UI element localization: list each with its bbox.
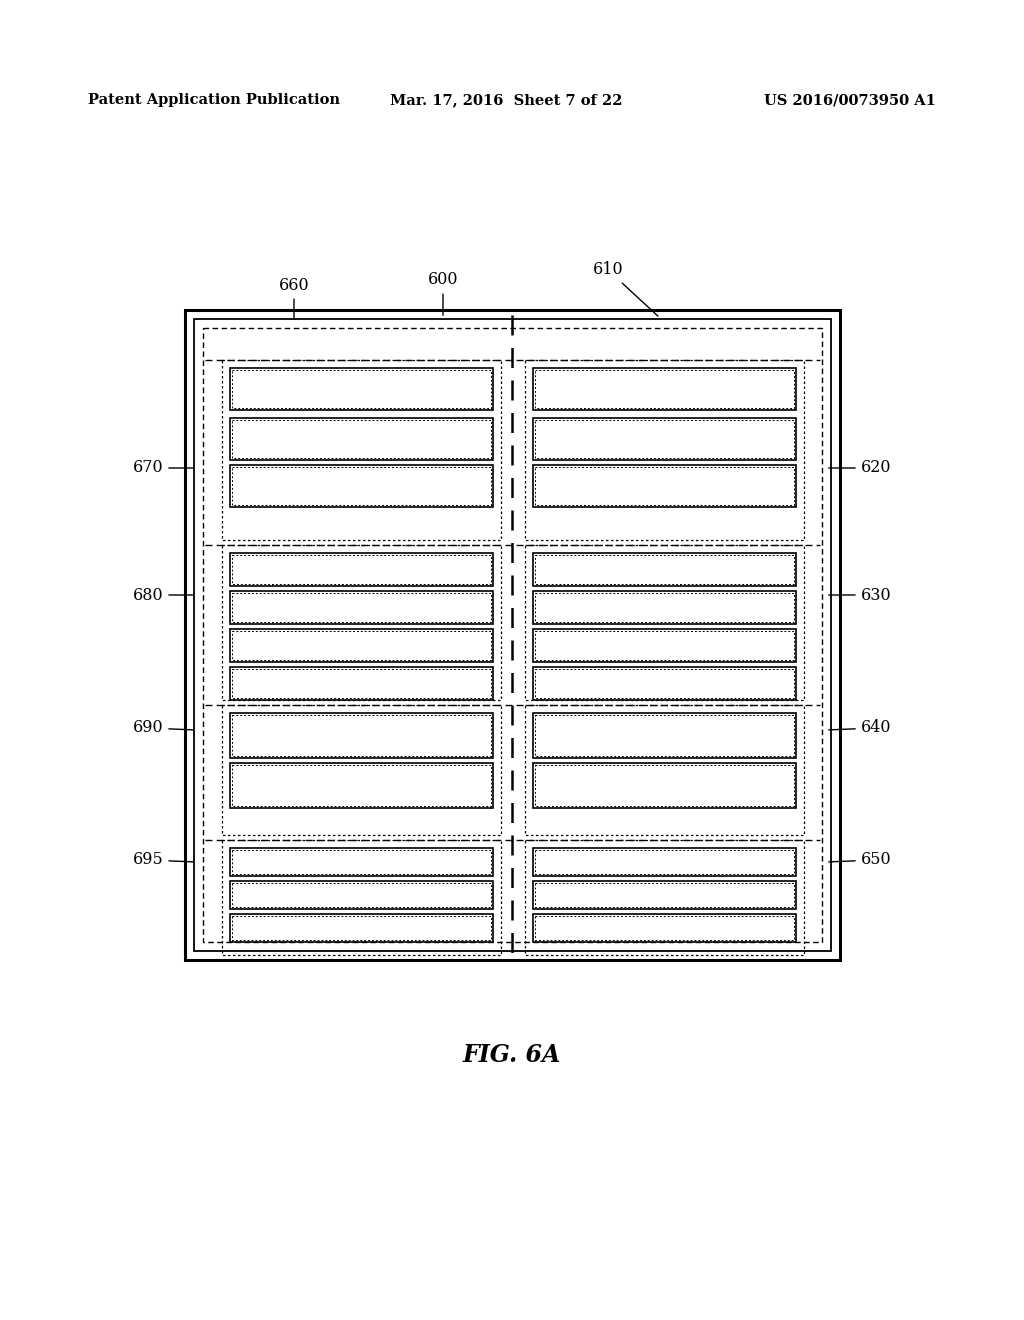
Text: 610: 610 (593, 261, 658, 315)
Bar (230, 630, 493, 663)
Bar (203, 327, 822, 942)
Bar (535, 631, 794, 660)
Bar (232, 370, 490, 408)
Bar (232, 631, 490, 660)
Bar (535, 916, 794, 940)
Bar (222, 545, 501, 700)
Text: 660: 660 (279, 276, 309, 319)
Bar (232, 554, 490, 583)
Bar (232, 669, 490, 698)
Bar (230, 553, 493, 586)
Bar (222, 705, 501, 836)
Bar (232, 916, 490, 940)
Bar (230, 913, 493, 942)
Bar (230, 368, 493, 411)
Bar (534, 667, 796, 700)
Bar (535, 370, 794, 408)
Bar (232, 850, 490, 874)
Bar (230, 763, 493, 808)
Bar (232, 593, 490, 622)
Bar (534, 713, 796, 758)
Bar (232, 715, 490, 756)
Bar (534, 763, 796, 808)
Bar (534, 418, 796, 459)
Bar (232, 883, 490, 907)
Bar (534, 847, 796, 876)
Bar (222, 840, 501, 954)
Text: Mar. 17, 2016  Sheet 7 of 22: Mar. 17, 2016 Sheet 7 of 22 (390, 92, 623, 107)
Text: Patent Application Publication: Patent Application Publication (88, 92, 340, 107)
Bar (534, 368, 796, 411)
Text: 620: 620 (828, 459, 891, 477)
Bar (194, 319, 831, 950)
Bar (534, 553, 796, 586)
Bar (535, 883, 794, 907)
Text: US 2016/0073950 A1: US 2016/0073950 A1 (764, 92, 936, 107)
Bar (534, 465, 796, 507)
Text: 630: 630 (828, 586, 891, 603)
Bar (535, 850, 794, 874)
Bar (535, 766, 794, 807)
Bar (230, 465, 493, 507)
Text: FIG. 6A: FIG. 6A (463, 1043, 561, 1067)
Text: 680: 680 (133, 586, 194, 603)
Bar (535, 554, 794, 583)
Bar (222, 360, 501, 540)
Bar (535, 593, 794, 622)
Text: 690: 690 (133, 719, 194, 737)
Bar (185, 310, 840, 960)
Bar (230, 880, 493, 909)
Bar (232, 766, 490, 807)
Bar (535, 669, 794, 698)
Bar (525, 840, 804, 954)
Bar (525, 360, 804, 540)
Bar (534, 591, 796, 624)
Bar (535, 715, 794, 756)
Bar (535, 420, 794, 458)
Text: 650: 650 (828, 851, 891, 869)
Bar (525, 705, 804, 836)
Bar (230, 713, 493, 758)
Bar (535, 467, 794, 506)
Bar (230, 591, 493, 624)
Bar (232, 420, 490, 458)
Bar (534, 880, 796, 909)
Text: 695: 695 (133, 851, 194, 869)
Bar (230, 847, 493, 876)
Bar (534, 913, 796, 942)
Bar (230, 667, 493, 700)
Text: 670: 670 (133, 459, 194, 477)
Bar (230, 418, 493, 459)
Bar (525, 545, 804, 700)
Text: 640: 640 (828, 719, 891, 737)
Bar (232, 467, 490, 506)
Bar (534, 630, 796, 663)
Text: 600: 600 (428, 272, 459, 315)
